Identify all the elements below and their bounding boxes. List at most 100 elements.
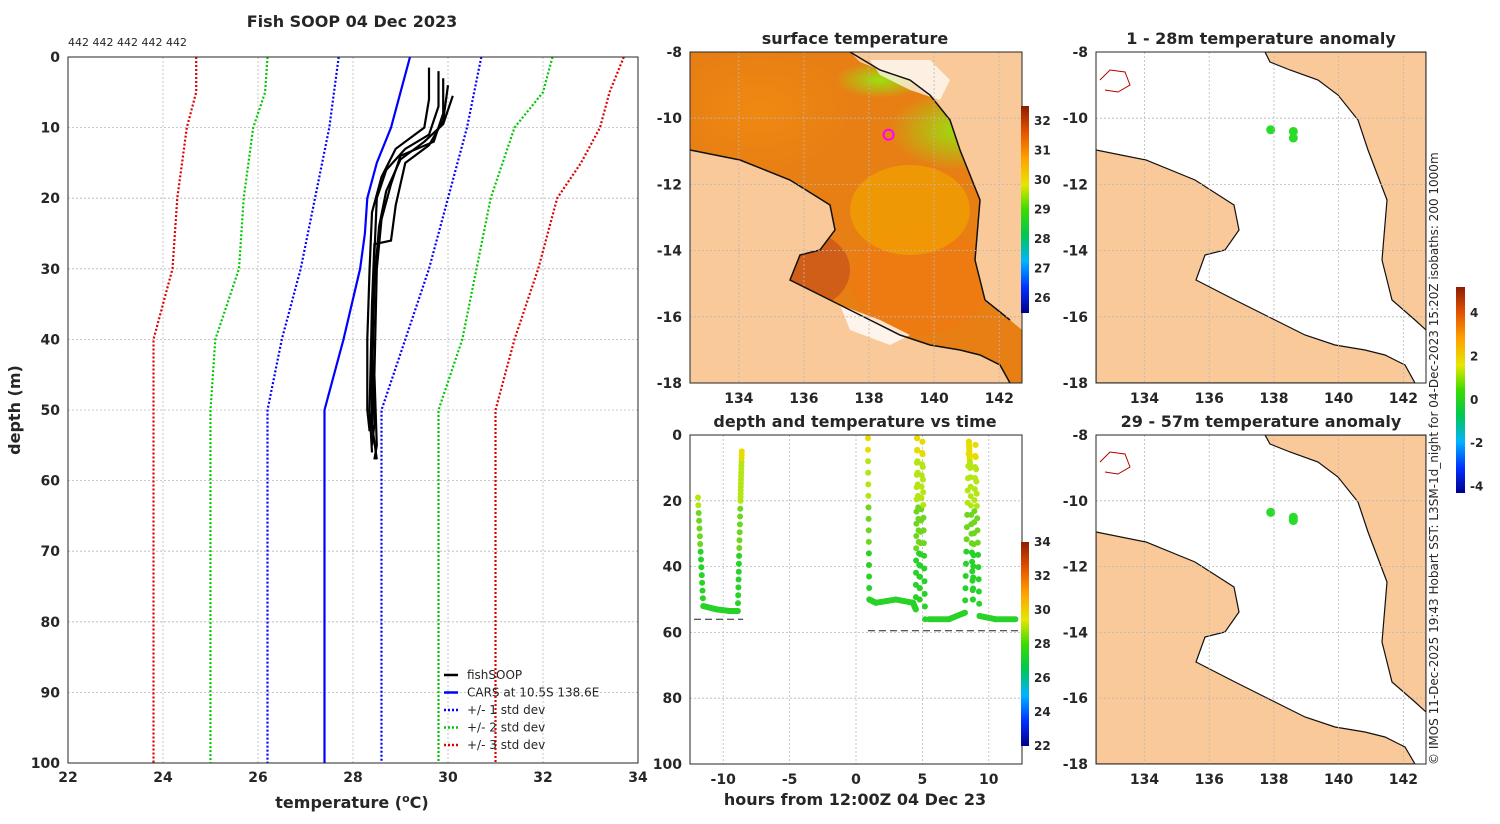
timeseries-point bbox=[865, 538, 872, 545]
sst-warm-region-nw bbox=[690, 52, 850, 170]
map-y-tick-label: -12 bbox=[1063, 560, 1088, 576]
profile-panel: Fish SOOP 04 Dec 2023 442 442 442 442 44… bbox=[5, 12, 648, 812]
profile-frame bbox=[67, 56, 639, 764]
profile-series-line bbox=[370, 95, 454, 460]
timeseries-point bbox=[970, 585, 977, 592]
timeseries-point bbox=[920, 489, 927, 496]
anomaly-upper-title: 1 - 28m temperature anomaly bbox=[1126, 29, 1396, 48]
timeseries-point bbox=[973, 490, 980, 497]
credit-text: © IMOS 11-Dec-2025 19:43 Hobart SST: L3S… bbox=[1427, 152, 1441, 765]
timeseries-point bbox=[866, 573, 873, 580]
timeseries-point bbox=[917, 573, 924, 580]
timeseries-point bbox=[969, 558, 976, 565]
timeseries-point bbox=[916, 585, 923, 592]
timeseries-point bbox=[921, 565, 928, 572]
profile-y-tick-label: 90 bbox=[41, 685, 61, 701]
anomaly-colorbar-tick-label: 4 bbox=[1470, 306, 1478, 320]
profile-y-tick-label: 40 bbox=[41, 332, 61, 348]
map-y-tick-label: -18 bbox=[1063, 757, 1088, 773]
profile-legend: fishSOOP CARS at 10.5S 138.6E +/- 1 std de… bbox=[444, 668, 599, 752]
anomaly-panel-lower: 29 - 57m temperature anomaly 134 136 138 14… bbox=[1063, 412, 1427, 788]
timeseries-point bbox=[919, 451, 926, 458]
profile-x-tick-label: 32 bbox=[533, 770, 552, 786]
timeseries-point bbox=[968, 502, 974, 509]
map-y-tick-label: -12 bbox=[1063, 177, 1088, 193]
map-x-tick-label: 136 bbox=[1195, 391, 1224, 407]
timeseries-point bbox=[914, 446, 921, 453]
profile-x-tick-label: 22 bbox=[58, 770, 77, 786]
sst-colorbar bbox=[1021, 106, 1029, 313]
timeseries-colorbar-tick-label: 30 bbox=[1034, 603, 1051, 617]
timeseries-point bbox=[963, 524, 970, 531]
timeseries-point bbox=[963, 536, 970, 543]
timeseries-point bbox=[973, 478, 980, 485]
timeseries-y-tick-label: 60 bbox=[663, 625, 683, 641]
timeseries-point bbox=[912, 606, 919, 613]
map-y-tick-label: -18 bbox=[657, 376, 682, 392]
sst-coastline-east bbox=[849, 52, 1011, 321]
timeseries-point bbox=[975, 551, 982, 558]
map-x-tick-label: 142 bbox=[1389, 391, 1418, 407]
anomaly-upper-isobath bbox=[1099, 69, 1131, 93]
profile-y-tick-label: 0 bbox=[50, 50, 60, 66]
timeseries-colorbar-tick-label: 24 bbox=[1034, 705, 1051, 719]
map-y-tick-label: -8 bbox=[1072, 428, 1088, 444]
timeseries-point bbox=[865, 458, 872, 465]
timeseries-point bbox=[971, 497, 978, 504]
anomaly-upper-map bbox=[1096, 52, 1426, 383]
colorbar-tick-label: 32 bbox=[1034, 114, 1051, 128]
timeseries-point bbox=[698, 564, 705, 571]
profile-legend-label: +/- 3 std dev bbox=[467, 738, 545, 752]
timeseries-point bbox=[866, 585, 873, 591]
profile-lines bbox=[152, 56, 625, 763]
anomaly-colorbar-group: 4 2 0 -2 -4 bbox=[1456, 287, 1483, 493]
timeseries-point bbox=[695, 502, 702, 509]
timeseries-colorbar-tick-label: 34 bbox=[1034, 535, 1051, 549]
timeseries-colorbar-tick-label: 22 bbox=[1034, 739, 1051, 753]
timeseries-point bbox=[736, 529, 743, 536]
profile-xlabel: temperature (oC) bbox=[275, 792, 428, 813]
profile-y-ticks: 0 10 20 30 40 50 60 70 80 90 100 bbox=[31, 50, 60, 772]
timeseries-point bbox=[975, 576, 982, 583]
timeseries-point bbox=[921, 552, 928, 559]
profile-x-tick-label: 26 bbox=[248, 770, 267, 786]
timeseries-data bbox=[693, 435, 1022, 632]
timeseries-point bbox=[975, 564, 982, 571]
profile-series-line bbox=[494, 56, 625, 763]
timeseries-colorbar-ticks: 22 24 26 28 30 32 34 bbox=[1034, 535, 1051, 753]
timeseries-point bbox=[967, 474, 974, 481]
timeseries-point bbox=[865, 550, 872, 557]
timeseries-point bbox=[967, 493, 974, 500]
colorbar-tick-label: 27 bbox=[1034, 262, 1051, 276]
timeseries-point bbox=[735, 592, 742, 599]
sst-ticks: 134 136 138 140 142 -8 -10 -12 -14 -16 -18 bbox=[657, 45, 1014, 407]
profile-title: Fish SOOP 04 Dec 2023 bbox=[247, 12, 457, 31]
timeseries-point bbox=[914, 435, 921, 442]
map-x-tick-label: 134 bbox=[1130, 391, 1159, 407]
timeseries-point bbox=[921, 578, 928, 585]
profile-x-tick-label: 34 bbox=[628, 770, 648, 786]
timeseries-point bbox=[699, 579, 706, 586]
timeseries-point bbox=[736, 521, 743, 528]
sst-colorbar-ticks: 26 27 28 29 30 31 32 bbox=[1034, 114, 1051, 305]
timeseries-point bbox=[963, 560, 969, 567]
timeseries-point bbox=[735, 560, 742, 567]
timeseries-point bbox=[921, 590, 928, 597]
timeseries-point bbox=[919, 464, 926, 470]
colorbar-tick-label: 30 bbox=[1034, 173, 1051, 187]
profile-x-tick-label: 30 bbox=[438, 770, 458, 786]
timeseries-point bbox=[735, 576, 742, 583]
timeseries-point bbox=[970, 563, 977, 570]
profile-legend-label: +/- 1 std dev bbox=[467, 703, 545, 717]
anomaly-upper-frame bbox=[1095, 51, 1427, 384]
timeseries-point bbox=[865, 435, 871, 442]
profile-y-tick-label: 50 bbox=[41, 403, 61, 419]
timeseries-x-tick-label: 5 bbox=[918, 772, 928, 788]
sst-panel: surface temperature 134 136 138 140 142 -8 -10… bbox=[657, 29, 1051, 407]
timeseries-x-tick-label: 10 bbox=[979, 772, 999, 788]
timeseries-point bbox=[962, 597, 969, 604]
anomaly-upper-point bbox=[1288, 133, 1298, 143]
timeseries-y-tick-label: 20 bbox=[663, 494, 683, 510]
timeseries-panel: depth and temperature vs time -10 -5 0 5 100… bbox=[653, 412, 1051, 809]
